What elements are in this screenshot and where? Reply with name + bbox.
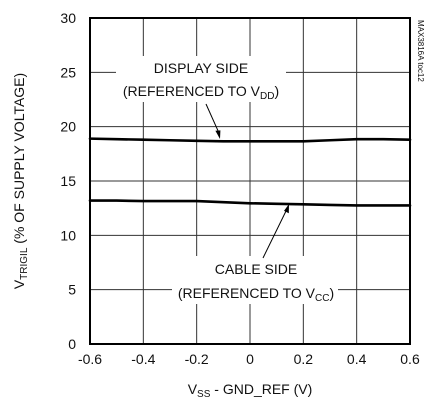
cable-side-leader [262, 208, 288, 259]
y-tick-label: 30 [60, 10, 76, 26]
cable-side-label: CABLE SIDE [215, 261, 297, 277]
x-tick-label: -0.4 [131, 351, 155, 367]
display-side-leader [205, 103, 220, 134]
plot-frame [89, 17, 411, 345]
y-tick-label: 10 [60, 227, 76, 243]
y-tick-label: 0 [68, 336, 76, 352]
tick-labels: -0.6 -0.4 -0.2 0 0.2 0.4 0.6 0 5 10 15 20 25 30 [60, 10, 420, 367]
y-tick-label: 25 [60, 64, 76, 80]
display-side-label: DISPLAY SIDE [154, 60, 248, 76]
x-axis-label: VSS - GND_REF (V) [188, 381, 313, 400]
x-tick-label: 0.6 [400, 351, 420, 367]
display-side-line [88, 137, 412, 143]
x-tick-label: 0 [246, 351, 254, 367]
x-tick-label: 0.2 [294, 351, 314, 367]
y-axis-label: VTRIGIL (% OF SUPPLY VOLTAGE) [11, 73, 30, 289]
y-tick-label: 5 [68, 282, 76, 298]
series-group [88, 137, 412, 207]
cable-side-arrowhead [284, 204, 289, 214]
cable-side-line [88, 199, 412, 207]
display-side-arrowhead [215, 130, 221, 139]
y-tick-label: 20 [60, 119, 76, 135]
y-tick-label: 15 [60, 173, 76, 189]
x-tick-label: -0.6 [78, 351, 102, 367]
x-tick-label: 0.4 [347, 351, 367, 367]
figure-id: MAX3816A toc12 [416, 20, 424, 82]
x-tick-label: -0.2 [185, 351, 209, 367]
display-label-mask [116, 56, 286, 102]
cable-label-mask [172, 256, 338, 304]
display-side-reference: (REFERENCED TO VDD) [123, 83, 279, 102]
cable-side-reference: (REFERENCED TO VCC) [178, 285, 334, 304]
